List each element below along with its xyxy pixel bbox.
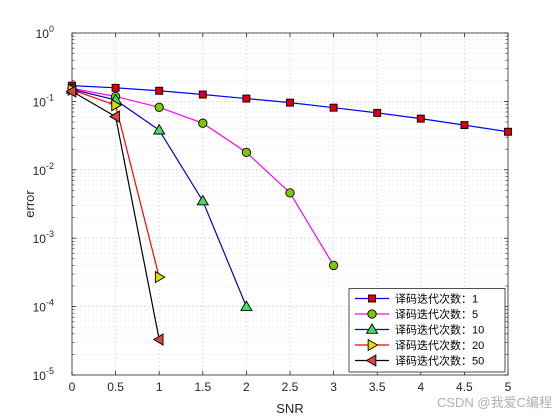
legend-entry: 译码迭代次数：5: [355, 307, 478, 321]
data-point: [154, 102, 164, 112]
legend-entry: 译码迭代次数：20: [355, 338, 484, 352]
x-tick-label: 0.5: [107, 380, 124, 394]
watermark: CSDN @我爱C编程: [437, 395, 552, 410]
data-point: [460, 121, 469, 130]
series-5: [65, 85, 164, 346]
legend-label: 译码迭代次数：1: [395, 292, 478, 306]
data-point: [365, 354, 377, 367]
data-point: [111, 83, 120, 92]
x-tick-label: 3: [330, 380, 337, 394]
legend-entry: 译码迭代次数：50: [355, 354, 484, 368]
data-point: [328, 260, 339, 271]
y-tick-label: 10-4: [33, 298, 54, 315]
data-point: [368, 294, 376, 303]
data-point: [241, 147, 252, 157]
x-tick-label: 1: [156, 380, 163, 394]
data-point: [329, 103, 338, 112]
data-point: [154, 270, 166, 284]
data-point: [373, 108, 382, 117]
data-point: [198, 118, 208, 128]
data-point: [367, 309, 377, 319]
data-point: [242, 94, 251, 103]
data-point: [65, 85, 77, 98]
y-tick-label: 10-3: [33, 229, 54, 246]
y-tick-label: 10-1: [33, 92, 54, 109]
data-point: [152, 333, 164, 346]
x-tick-label: 2.5: [282, 380, 299, 394]
legend-entry: 译码迭代次数：1: [355, 292, 478, 306]
y-tick-label: 10-2: [33, 161, 54, 178]
data-point: [155, 86, 164, 95]
y-tick-label: 10-5: [33, 366, 54, 383]
data-point: [198, 90, 207, 99]
x-tick-label: 1.5: [194, 380, 211, 394]
data-point: [109, 110, 120, 123]
data-point: [240, 300, 253, 311]
legend-label: 译码迭代次数：5: [395, 307, 478, 321]
data-point: [285, 188, 295, 198]
data-point: [111, 98, 122, 112]
y-axis-label: error: [22, 190, 37, 218]
legend-entry: 译码迭代次数：10: [355, 323, 484, 337]
series-layer: [65, 81, 512, 346]
legend-label: 译码迭代次数：20: [395, 338, 484, 352]
x-tick-label: 0: [69, 380, 76, 394]
data-point: [367, 338, 379, 352]
legend-label: 译码迭代次数：10: [395, 323, 484, 337]
data-point: [196, 194, 210, 206]
data-point: [365, 323, 379, 334]
x-tick-label: 4.5: [456, 380, 473, 394]
x-tick-label: 2: [243, 380, 250, 394]
legend-label: 译码迭代次数：50: [395, 354, 484, 368]
series-line: [71, 85, 509, 133]
x-tick-label: 5: [505, 380, 512, 394]
x-tick-label: 4: [417, 380, 424, 394]
data-point: [286, 98, 294, 107]
x-axis-label: SNR: [276, 401, 303, 416]
data-point: [504, 127, 512, 136]
y-tick-label: 100: [36, 24, 54, 41]
x-tick-label: 3.5: [369, 380, 386, 394]
axis-ticks: 0 0.5 1 1.5 2 2.5 3 3.5 4 4.5 5 100 10-1 10-2 10-3 10-4…: [33, 24, 512, 394]
data-point: [152, 123, 166, 135]
data-point: [416, 114, 425, 123]
